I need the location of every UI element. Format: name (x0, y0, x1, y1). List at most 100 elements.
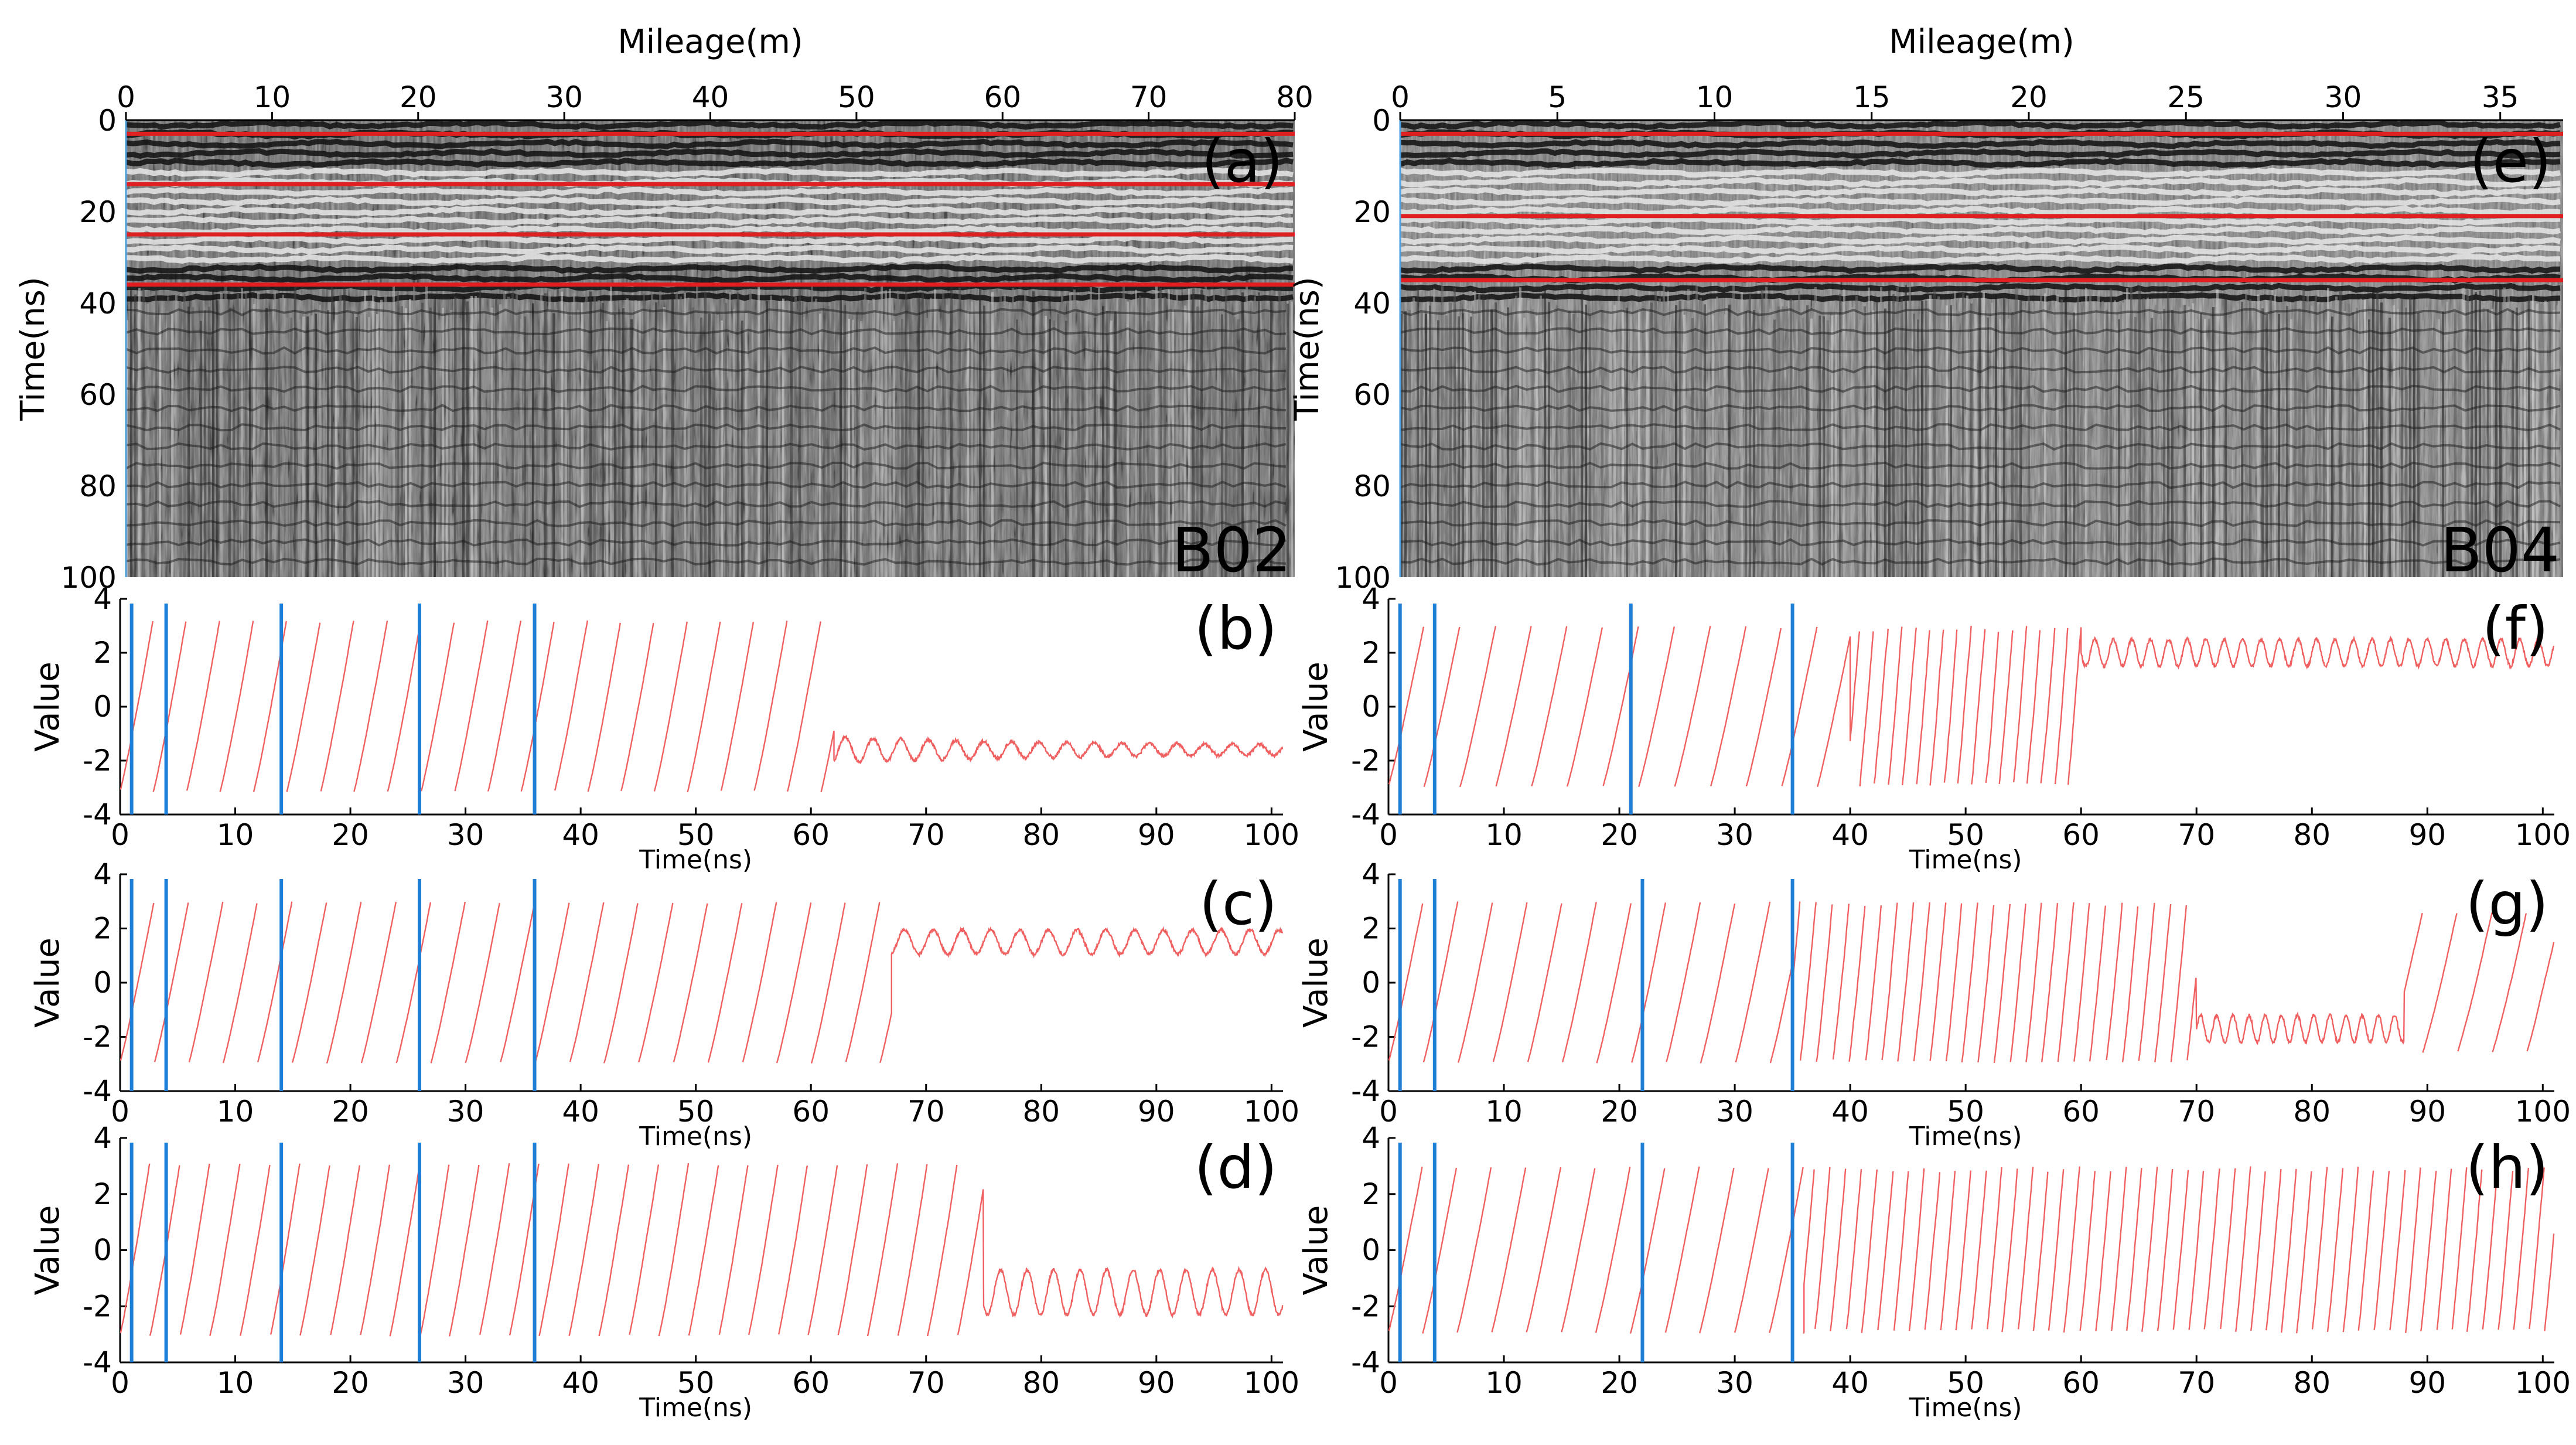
radar-vertical-streaks (1400, 285, 2563, 577)
radar-streak (1114, 311, 1117, 577)
radar-streak (1527, 300, 1530, 577)
radar-deep-reflection (1400, 442, 2561, 451)
radar-streak (421, 302, 424, 577)
radar-streak (852, 319, 854, 577)
radar-deep-reflection (1400, 557, 2561, 566)
x-tick-label: 50 (838, 80, 875, 114)
radar-streak (1061, 292, 1063, 577)
line-panel-h: 0 10 20 30 40 50 60 70 80 90 100 -4 -2 0 2 4 Time(ns) Val… (1297, 1121, 2571, 1423)
x-tick-label: 50 (677, 818, 715, 852)
radar-band (1400, 225, 2561, 236)
radar-streak (2557, 305, 2559, 577)
radar-band (1400, 254, 2561, 265)
x-tick-label: 100 (1244, 1095, 1299, 1129)
radar-streak (663, 307, 666, 577)
radar-streak (1225, 288, 1227, 577)
radar-streak (634, 300, 637, 577)
x-tick-label: 60 (2062, 1366, 2100, 1400)
radar-streak (569, 316, 571, 577)
radar-streak (196, 306, 198, 577)
radar-streak (1769, 308, 1772, 577)
radar-streak (2065, 287, 2067, 577)
radar-streak (1254, 296, 1256, 577)
radar-band (1400, 138, 2561, 149)
y-tick-label: -2 (1351, 1020, 1380, 1054)
radar-streak (1548, 302, 1550, 577)
radar-streak (2536, 303, 2539, 577)
y-tick-label: -4 (1351, 798, 1380, 831)
x-tick-label: 10 (217, 1095, 254, 1129)
radar-streak (967, 311, 969, 577)
radar-streak (1995, 295, 1997, 577)
radar-streak (130, 287, 132, 577)
radar-streak (2384, 298, 2387, 577)
radar-streak (971, 301, 973, 577)
radar-streak (2401, 299, 2403, 577)
radar-streak (1024, 294, 1026, 577)
x-tick-label: 60 (984, 80, 1021, 114)
radar-streak (2249, 298, 2251, 577)
x-tick-label: 80 (1022, 818, 1060, 852)
radar-streak (790, 286, 793, 577)
radar-streak (786, 300, 789, 577)
radar-streak (167, 296, 169, 577)
x-tick-label: 30 (447, 818, 485, 852)
radar-streak (1515, 295, 1517, 577)
radar-streak (1868, 287, 1870, 577)
radar-band (125, 224, 1294, 236)
radar-streak (2040, 294, 2042, 577)
radar-streak (1266, 321, 1268, 577)
radar-streak (1921, 301, 1923, 577)
radar-streak (466, 301, 469, 577)
radar-streak (1262, 319, 1264, 577)
y-tick-label: 4 (1362, 1121, 1380, 1155)
series-line-phase (1388, 626, 2555, 788)
radar-streak (2130, 287, 2133, 577)
y-axis-label: Value (1297, 938, 1335, 1028)
radar-streak (1929, 295, 1932, 577)
radar-band (125, 272, 1294, 284)
radar-streak (913, 298, 916, 577)
radar-streak (2544, 301, 2547, 577)
x-tick-label: 20 (332, 818, 369, 852)
radar-streak (1597, 304, 1599, 577)
radar-band (1400, 282, 2561, 294)
radar-streak (581, 302, 584, 577)
y-tick-label: -2 (83, 1289, 112, 1323)
y-tick-label: 40 (79, 287, 117, 321)
radar-band (1400, 263, 2561, 274)
radar-streak (1695, 285, 1698, 577)
radar-deep-reflection (1400, 308, 2561, 316)
x-tick-label: 100 (1244, 818, 1299, 852)
radar-streak (2364, 299, 2366, 577)
radar-streak (2183, 305, 2186, 577)
radar-streak (1008, 320, 1010, 577)
radar-streak (495, 298, 497, 577)
radar-streak (2142, 298, 2145, 577)
radar-streak (1164, 297, 1166, 577)
radar-streak (2237, 303, 2239, 577)
radar-streak (872, 298, 875, 577)
radar-streak (1659, 298, 1661, 577)
radar-streak (2520, 315, 2522, 577)
y-tick-label: 0 (1362, 1233, 1380, 1267)
radar-band (1400, 234, 2561, 246)
radar-streak (224, 287, 227, 577)
x-tick-label: 20 (400, 80, 437, 114)
radar-streak (2032, 302, 2034, 577)
radar-deep-reflection (125, 327, 1287, 336)
x-axis-label: Time(ns) (639, 1122, 752, 1151)
radar-streak (1073, 289, 1076, 577)
radar-streak (1613, 305, 1616, 577)
radar-streak (540, 293, 543, 577)
radar-streak (1486, 298, 1489, 577)
x-tick-label: 80 (2293, 818, 2331, 852)
radar-streak (462, 294, 465, 577)
radar-streak (2479, 291, 2481, 577)
radar-band (1400, 244, 2561, 255)
radar-band (125, 234, 1294, 245)
panel-label: (e) (2469, 127, 2551, 196)
radar-streak (208, 306, 210, 577)
radar-band (125, 196, 1294, 207)
radar-streak (1478, 294, 1480, 577)
